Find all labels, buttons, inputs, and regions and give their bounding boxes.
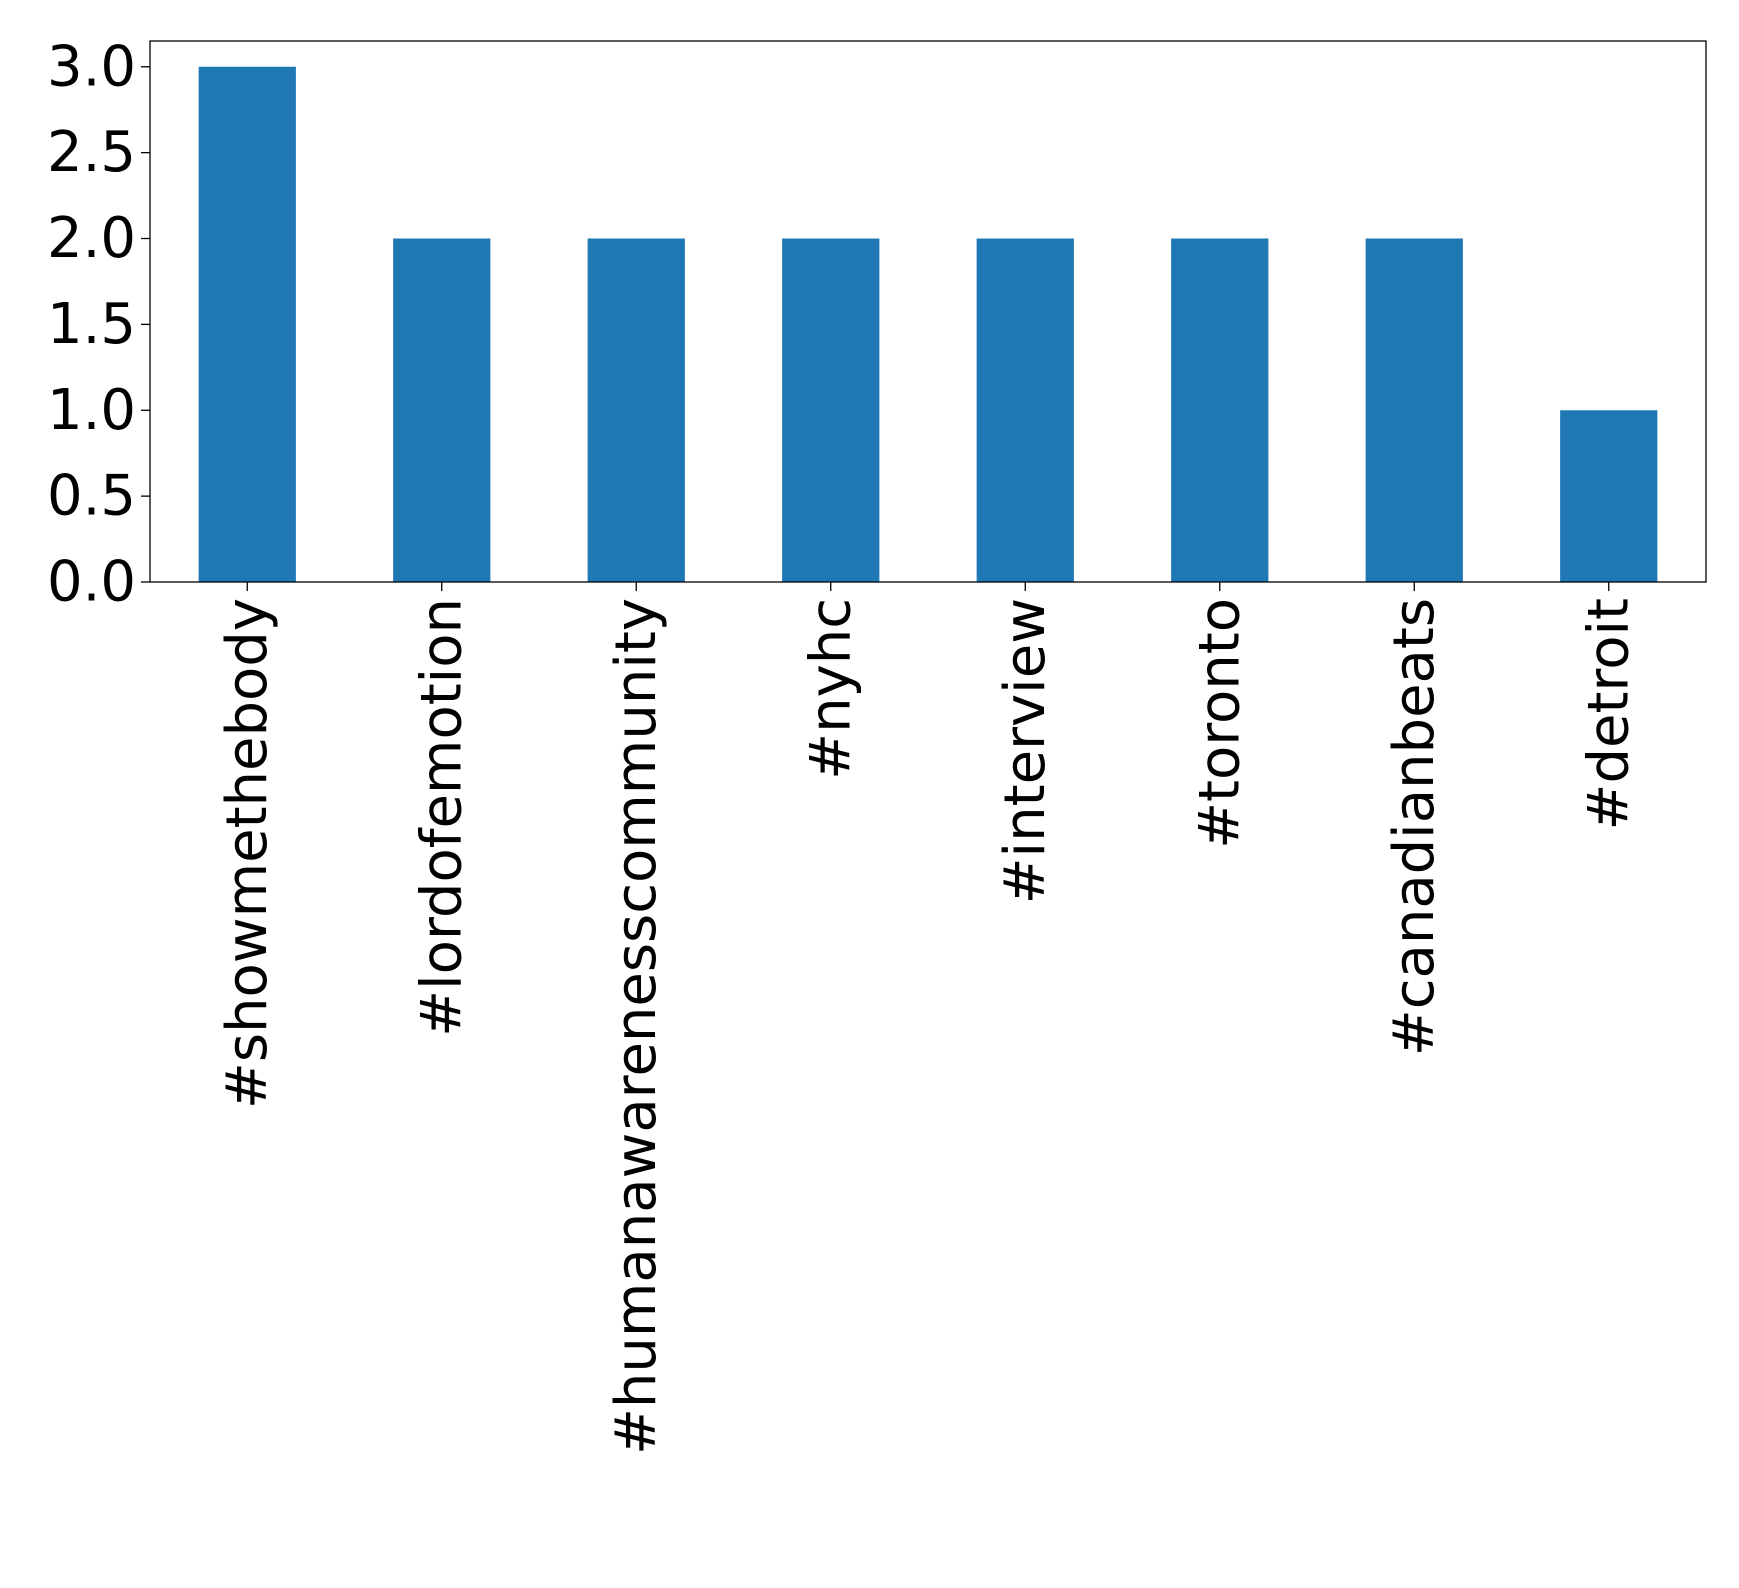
bar bbox=[782, 238, 880, 582]
bar bbox=[976, 238, 1074, 582]
bar bbox=[1560, 410, 1658, 582]
x-tick-label: #toronto bbox=[1187, 598, 1252, 849]
y-tick-label: 0.0 bbox=[47, 550, 136, 615]
bar bbox=[393, 238, 491, 582]
y-axis: 0.0 0.5 1.0 1.5 2.0 2.5 3.0 bbox=[47, 34, 150, 615]
x-tick-label: #showmethebody bbox=[215, 598, 280, 1109]
x-axis: #showmethebody #lordofemotion #humanawaren… bbox=[215, 582, 1641, 1455]
x-tick-label: #lordofemotion bbox=[409, 598, 474, 1037]
bar bbox=[1365, 238, 1463, 582]
bar bbox=[587, 238, 685, 582]
x-tick-label: #humanawarenesscommunity bbox=[604, 598, 669, 1455]
plot-frame bbox=[149, 40, 1707, 583]
x-tick-label: #interview bbox=[993, 598, 1058, 904]
y-tick-label: 1.0 bbox=[47, 378, 136, 443]
y-tick-label: 0.5 bbox=[47, 464, 136, 529]
y-tick-label: 2.0 bbox=[47, 206, 136, 271]
bar bbox=[1171, 238, 1269, 582]
y-tick-label: 3.0 bbox=[47, 34, 136, 99]
bar bbox=[198, 66, 296, 582]
x-tick-label: #detroit bbox=[1576, 598, 1641, 830]
bars-group bbox=[198, 66, 1658, 582]
y-tick-label: 1.5 bbox=[47, 292, 136, 357]
y-tick-label: 2.5 bbox=[47, 120, 136, 185]
x-tick-label: #nyhc bbox=[798, 598, 863, 780]
x-tick-label: #canadianbeats bbox=[1382, 598, 1447, 1056]
